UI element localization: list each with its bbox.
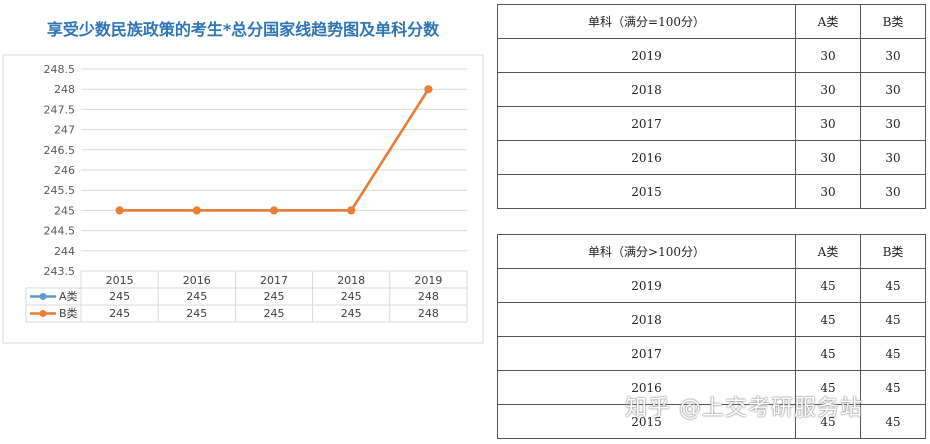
b-score-cell: 30 [860, 140, 926, 175]
data-table-value: 245 [264, 307, 285, 320]
b-score-cell: 30 [860, 72, 926, 107]
year-cell: 2017 [497, 336, 796, 371]
x-tick-label: 2018 [337, 274, 365, 287]
year-cell: 2019 [497, 268, 796, 303]
year-cell: 2016 [497, 140, 796, 175]
a-score-cell: 45 [795, 404, 861, 439]
y-tick-label: 243.5 [44, 265, 76, 278]
b-score-cell: 30 [860, 38, 926, 73]
single-subject-table-100: 单科（满分=100分） A类 B类 2019 30 30 2018 30 30 … [497, 4, 926, 209]
y-tick-label: 244 [54, 245, 75, 258]
header-cell: 单科（满分=100分） [497, 4, 796, 39]
header-cell: A类 [795, 4, 861, 39]
chart-title: 享受少数民族政策的考生*总分国家线趋势图及单科分数 [46, 20, 440, 39]
a-score-cell: 30 [795, 72, 861, 107]
y-tick-label: 248 [54, 83, 75, 96]
data-point [424, 85, 433, 94]
a-score-cell: 30 [795, 140, 861, 175]
watermark: 知乎 @上交考研服务站 [625, 396, 863, 421]
y-tick-label: 247 [54, 124, 75, 137]
year-cell: 2015 [497, 404, 796, 439]
table-row: 2017 45 45 [497, 336, 926, 371]
data-point [115, 206, 124, 215]
line-chart: 243.5 244 244.5 245 245.5 246 246.5 247 247.5 248… [2, 54, 484, 344]
x-tick-label: 2016 [183, 274, 211, 287]
a-score-cell: 30 [795, 106, 861, 141]
x-tick-label: 2017 [260, 274, 288, 287]
legend-label: A类 [59, 289, 78, 303]
year-cell: 2019 [497, 38, 796, 73]
data-table-value: 245 [109, 290, 130, 303]
data-point [192, 206, 201, 215]
y-tick-label: 245 [54, 204, 75, 217]
y-tick-label: 245.5 [44, 184, 76, 197]
data-table-value: 245 [109, 307, 130, 320]
b-score-cell: 45 [860, 336, 926, 371]
x-tick-label: 2015 [106, 274, 134, 287]
y-tick-label: 244.5 [44, 225, 76, 238]
table-header-row: 单科（满分=100分） A类 B类 [497, 4, 926, 39]
table-row: 2016 45 45 [497, 370, 926, 405]
table-row: 2015 30 30 [497, 174, 926, 209]
table-row: 2017 30 30 [497, 106, 926, 141]
data-point [270, 206, 278, 215]
data-table-value: 245 [186, 307, 207, 320]
data-table-value: 245 [264, 290, 285, 303]
a-score-cell: 45 [795, 268, 861, 303]
y-tick-label: 247.5 [44, 103, 76, 116]
y-tick-label: 248.5 [44, 63, 76, 76]
table-row: 2019 30 30 [497, 38, 926, 73]
y-tick-label: 246 [54, 164, 75, 177]
table-row: 2015 45 45 [497, 404, 926, 439]
table-row: 2016 30 30 [497, 140, 926, 175]
year-cell: 2018 [497, 302, 796, 337]
legend-key-marker [39, 310, 47, 317]
a-score-cell: 45 [795, 302, 861, 337]
data-table-value: 248 [418, 307, 439, 320]
year-cell: 2017 [497, 106, 796, 141]
b-score-cell: 30 [860, 106, 926, 141]
a-score-cell: 45 [795, 370, 861, 405]
chart-frame [2, 54, 484, 344]
table-row: 2018 45 45 [497, 302, 926, 337]
a-score-cell: 30 [795, 174, 861, 209]
x-tick-label: 2019 [414, 274, 442, 287]
b-score-cell: 45 [860, 268, 926, 303]
b-score-cell: 45 [860, 404, 926, 439]
header-cell: 单科（满分>100分） [497, 234, 796, 269]
a-score-cell: 30 [795, 38, 861, 73]
b-score-cell: 30 [860, 174, 926, 209]
data-table-value: 245 [186, 290, 207, 303]
year-cell: 2016 [497, 370, 796, 405]
header-cell: B类 [860, 234, 926, 269]
table-row: 2019 45 45 [497, 268, 926, 303]
header-cell: B类 [860, 4, 926, 39]
data-table-value: 248 [418, 290, 439, 303]
a-score-cell: 45 [795, 336, 861, 371]
header-cell: A类 [795, 234, 861, 269]
table-row: 2018 30 30 [497, 72, 926, 107]
b-score-cell: 45 [860, 370, 926, 405]
table-header-row: 单科（满分>100分） A类 B类 [497, 234, 926, 269]
data-table-value: 245 [341, 290, 362, 303]
legend-label: B类 [59, 306, 78, 320]
b-score-cell: 45 [860, 302, 926, 337]
legend-key-marker [39, 293, 47, 300]
data-point [347, 206, 356, 215]
data-table-value: 245 [341, 307, 362, 320]
single-subject-table-over-100: 单科（满分>100分） A类 B类 2019 45 45 2018 45 45 … [497, 234, 926, 439]
year-cell: 2015 [497, 174, 796, 209]
year-cell: 2018 [497, 72, 796, 107]
y-tick-label: 246.5 [44, 144, 76, 157]
